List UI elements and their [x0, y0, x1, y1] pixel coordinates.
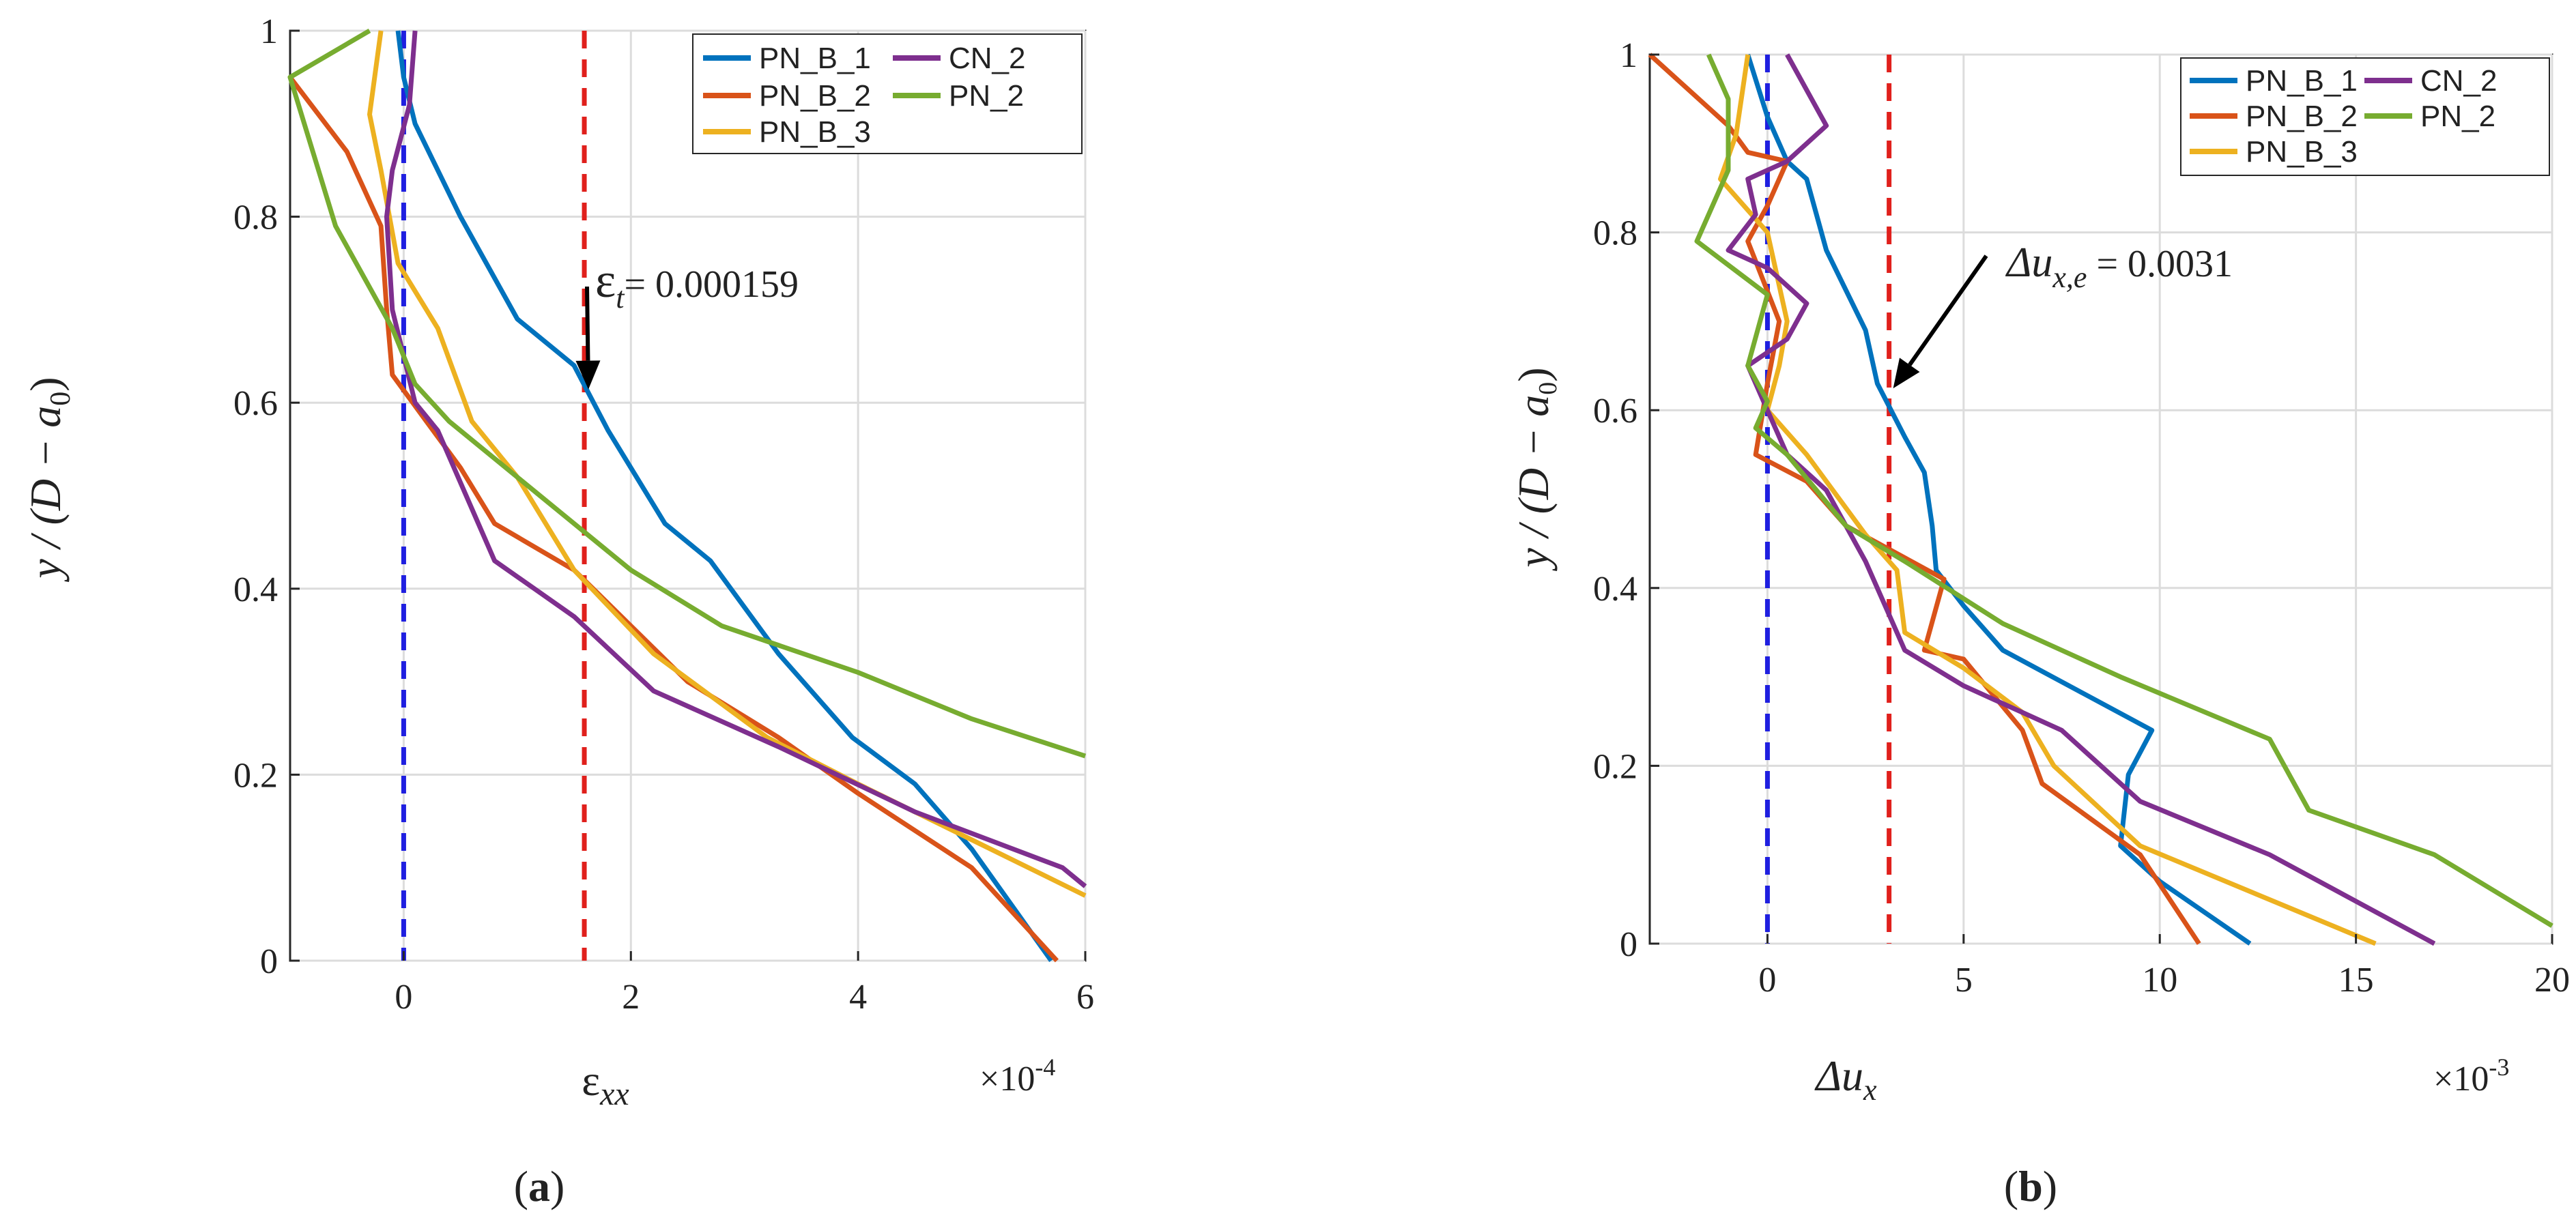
x-tick-label: 0: [395, 978, 412, 1017]
y-tick-label: 0.6: [1593, 392, 1637, 431]
legend-label: PN_B_2: [2246, 100, 2358, 133]
y-tick-label: 0.2: [1593, 747, 1637, 786]
series-line-pn_2: [1694, 53, 2553, 928]
series-line-pn_b_2: [1648, 53, 2201, 945]
annotation-arrow-head: [575, 360, 601, 390]
y-tick-label: 1: [260, 12, 278, 51]
x-tick-label: 0: [1758, 961, 1776, 1000]
y-tick-label: 0.2: [233, 756, 278, 795]
legend-label: PN_2: [949, 79, 1024, 113]
legend: PN_B_1PN_B_2PN_B_3 CN_2PN_2: [2180, 57, 2550, 176]
x-tick-label: 20: [2534, 961, 2570, 1000]
series-lines: [287, 28, 1087, 963]
series-line-pn_b_3: [367, 30, 1087, 898]
legend-label: PN_B_1: [2246, 64, 2358, 98]
x-tick-label: 10: [2142, 961, 2177, 1000]
y-tick-label: 0.4: [1593, 570, 1637, 609]
x-tick-labels: 0 2 4 6: [395, 951, 1094, 1017]
x-tick-label: 4: [849, 978, 867, 1017]
y-tick-label: 0: [260, 942, 278, 981]
legend-label: PN_B_3: [759, 115, 871, 149]
series-line-cn_2: [384, 30, 1087, 888]
grid-lines: [290, 29, 1087, 962]
series-line-pn_2: [287, 28, 1087, 759]
panel-caption: (a): [514, 1162, 565, 1210]
legend: PN_B_1 PN_B_2PN_B_3 CN_2 PN_2: [692, 33, 1083, 154]
y-axis-label: y / (D − a0): [21, 377, 76, 582]
legend-label: CN_2: [2420, 64, 2498, 98]
x-tick-label: 15: [2338, 961, 2374, 1000]
y-tick-label: 0.8: [233, 199, 278, 237]
x-axis-multiplier: ×10-3: [2433, 1053, 2509, 1099]
panel-b: 0 5 10 15 20 0 0.2 0.4 0.6 0.8 1 PN_B_1PN_B_2PN_B…: [1509, 36, 2570, 1210]
x-axis-label: Δux: [1814, 1051, 1877, 1107]
x-tick-label: 6: [1076, 978, 1094, 1017]
reference-lines: [401, 31, 587, 961]
annotation-arrow-shaft: [1908, 254, 1988, 366]
annotation-arrow-head: [1893, 358, 1920, 389]
series-lines: [1648, 53, 2553, 946]
series-line-pn_b_1: [395, 30, 1053, 963]
y-tick-label: 0.4: [233, 570, 278, 609]
y-tick-label: 0: [1620, 925, 1637, 964]
y-tick-label: 0.6: [233, 384, 278, 423]
series-line-pn_b_2: [288, 76, 1059, 963]
annotation-label: εt= 0.000159: [595, 253, 799, 315]
reference-lines: [1764, 55, 1892, 944]
y-tick-labels: 0 0.2 0.4 0.6 0.8 1: [1593, 36, 1659, 964]
y-tick-label: 1: [1620, 36, 1637, 75]
series-line-cn_2: [1726, 53, 2436, 946]
x-tick-label: 2: [622, 978, 640, 1017]
y-tick-labels: 0 0.2 0.4 0.6 0.8 1: [233, 12, 300, 981]
legend-label: PN_B_1: [759, 42, 871, 75]
series-line-pn_b_3: [1718, 54, 2377, 946]
annotation: εt= 0.000159: [575, 253, 799, 390]
legend-label: PN_2: [2420, 100, 2495, 133]
legend-label: PN_B_2: [759, 79, 871, 113]
x-axis-label: εxx: [582, 1056, 629, 1112]
x-tick-labels: 0 5 10 15 20: [1758, 934, 2570, 1000]
annotation: Δux,e = 0.0031: [1893, 239, 2233, 389]
annotation-label: Δux,e = 0.0031: [2005, 239, 2233, 294]
x-tick-label: 5: [1955, 961, 1973, 1000]
x-axis-multiplier: ×10-4: [979, 1053, 1055, 1099]
plot-frame: [289, 29, 1087, 962]
panel-a: 0 2 4 6 0 0.2 0.4 0.6 0.8 1 PN_B_1 PN_B_2PN_B_3 CN…: [21, 12, 1094, 1210]
panel-caption: (b): [2004, 1162, 2057, 1210]
y-tick-label: 0.8: [1593, 214, 1637, 253]
legend-label: CN_2: [949, 42, 1026, 75]
legend-label: PN_B_3: [2246, 135, 2358, 169]
annotation-arrow-shaft: [585, 286, 590, 361]
legend-box: [692, 33, 1083, 154]
y-axis-label: y / (D − a0): [1509, 367, 1562, 571]
